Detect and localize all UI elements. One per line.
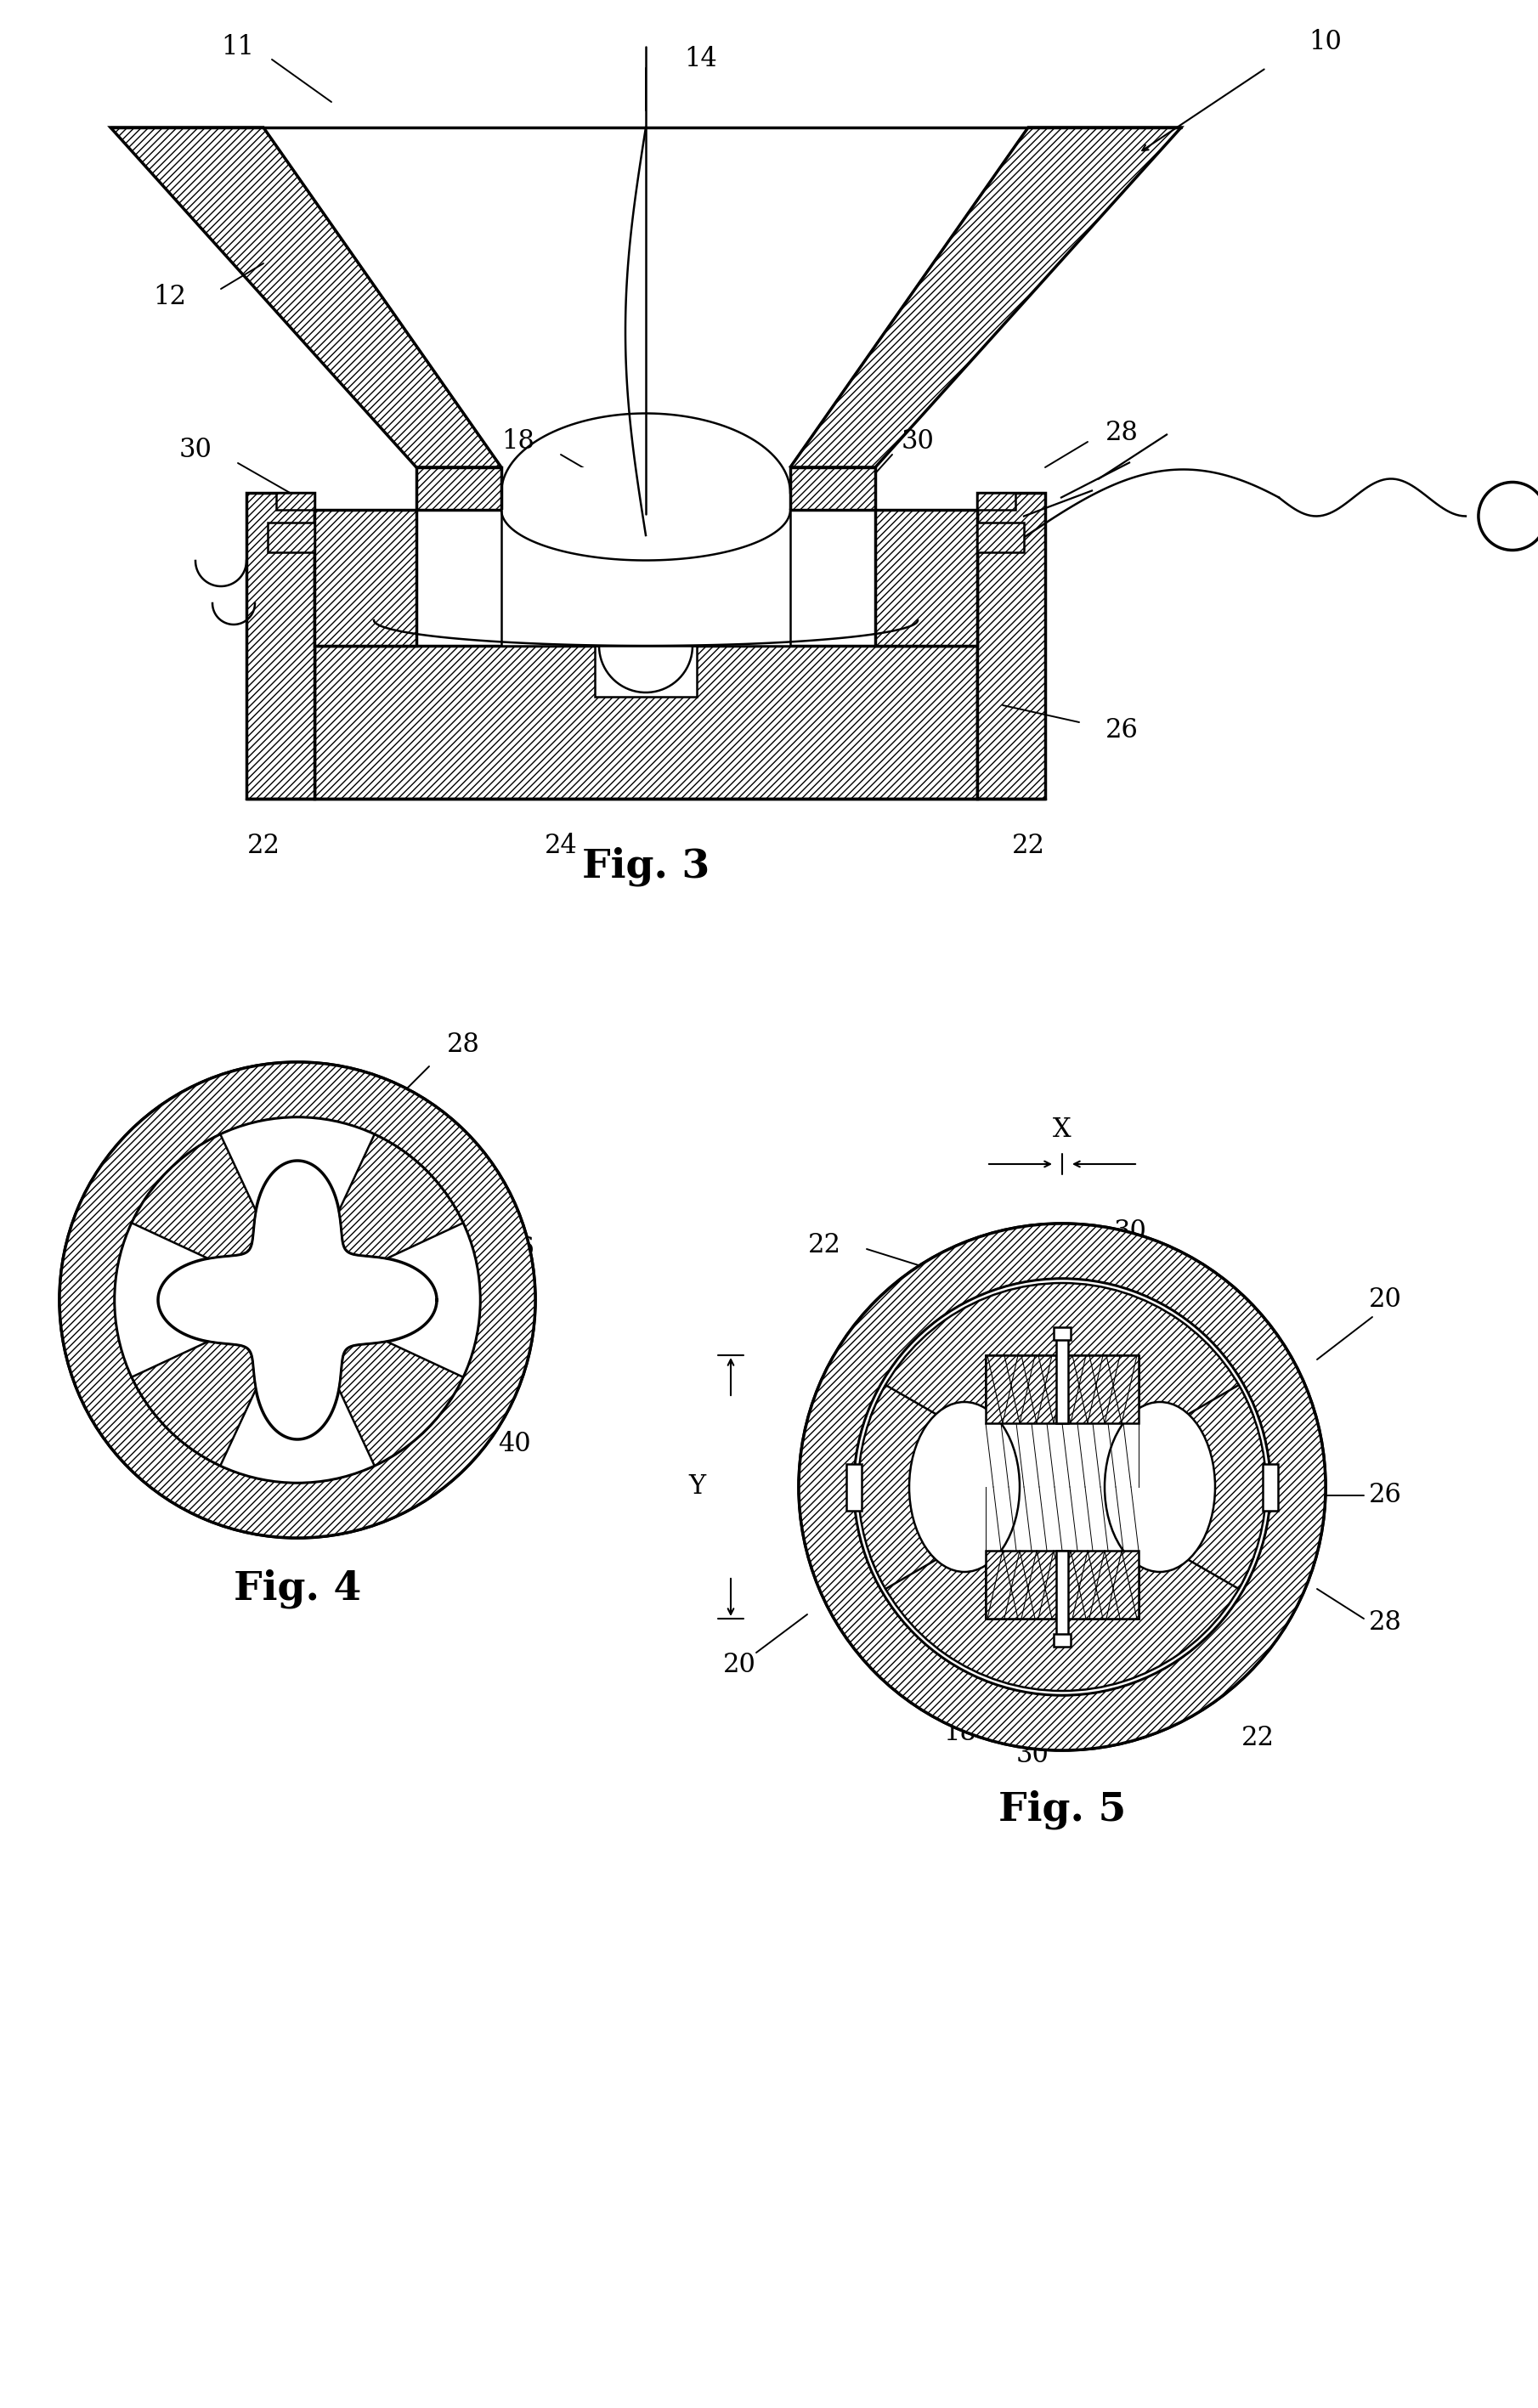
Polygon shape bbox=[875, 510, 977, 645]
Polygon shape bbox=[132, 1341, 255, 1466]
Polygon shape bbox=[1057, 1551, 1067, 1645]
Polygon shape bbox=[277, 494, 314, 510]
Polygon shape bbox=[314, 510, 417, 645]
Text: 30: 30 bbox=[1114, 1218, 1147, 1245]
Wedge shape bbox=[871, 1283, 1253, 1454]
Text: 16: 16 bbox=[706, 479, 738, 506]
Text: Fig. 5: Fig. 5 bbox=[998, 1789, 1126, 1830]
Text: 18: 18 bbox=[501, 429, 535, 455]
Polygon shape bbox=[977, 494, 1046, 799]
Wedge shape bbox=[798, 1223, 1326, 1751]
Text: 22: 22 bbox=[1241, 1724, 1273, 1751]
Text: 40: 40 bbox=[498, 1430, 531, 1457]
Text: 26: 26 bbox=[1369, 1483, 1401, 1507]
Polygon shape bbox=[132, 1134, 255, 1259]
Wedge shape bbox=[60, 1062, 535, 1539]
Polygon shape bbox=[846, 1464, 861, 1510]
Text: 28: 28 bbox=[1369, 1609, 1401, 1635]
Circle shape bbox=[854, 1279, 1270, 1695]
Text: 22: 22 bbox=[246, 833, 280, 860]
Polygon shape bbox=[1054, 1327, 1070, 1339]
Text: 28: 28 bbox=[1106, 419, 1138, 445]
Wedge shape bbox=[871, 1519, 1253, 1690]
Text: 20: 20 bbox=[1369, 1286, 1401, 1312]
Text: 30: 30 bbox=[901, 429, 934, 455]
Text: 30: 30 bbox=[178, 438, 212, 462]
Circle shape bbox=[798, 1223, 1326, 1751]
Text: 10: 10 bbox=[1309, 29, 1343, 55]
Text: Fig. 4: Fig. 4 bbox=[234, 1570, 361, 1609]
Polygon shape bbox=[986, 1356, 1138, 1618]
Polygon shape bbox=[1054, 1635, 1070, 1647]
Circle shape bbox=[115, 1117, 480, 1483]
Polygon shape bbox=[314, 645, 977, 799]
Text: X: X bbox=[1054, 1117, 1072, 1144]
Text: 20: 20 bbox=[723, 1652, 755, 1678]
Text: 26: 26 bbox=[1106, 718, 1138, 744]
Polygon shape bbox=[338, 1341, 463, 1466]
Text: 28: 28 bbox=[446, 1033, 480, 1057]
Text: Fig. 3: Fig. 3 bbox=[581, 848, 709, 886]
Ellipse shape bbox=[1104, 1401, 1215, 1572]
Text: 30: 30 bbox=[1017, 1741, 1049, 1767]
Polygon shape bbox=[977, 523, 1024, 551]
Polygon shape bbox=[986, 1356, 1138, 1423]
Text: 24: 24 bbox=[544, 833, 577, 860]
Polygon shape bbox=[791, 467, 875, 510]
Polygon shape bbox=[501, 510, 791, 645]
Polygon shape bbox=[1057, 1329, 1067, 1423]
Polygon shape bbox=[246, 494, 314, 799]
Polygon shape bbox=[791, 128, 1181, 467]
Text: 14: 14 bbox=[684, 46, 718, 72]
Polygon shape bbox=[600, 645, 692, 694]
Ellipse shape bbox=[969, 1394, 1155, 1580]
Polygon shape bbox=[595, 645, 697, 696]
Text: 11: 11 bbox=[221, 34, 254, 60]
Text: 18: 18 bbox=[944, 1719, 977, 1746]
Polygon shape bbox=[977, 494, 1015, 510]
Polygon shape bbox=[501, 467, 791, 510]
Text: 22: 22 bbox=[1012, 833, 1044, 860]
Wedge shape bbox=[858, 1385, 981, 1589]
Text: 12: 12 bbox=[154, 284, 186, 311]
Polygon shape bbox=[263, 128, 1029, 467]
Circle shape bbox=[1478, 482, 1538, 549]
Text: Y: Y bbox=[687, 1474, 706, 1500]
Polygon shape bbox=[268, 523, 314, 551]
Polygon shape bbox=[111, 128, 501, 467]
Polygon shape bbox=[158, 1161, 437, 1440]
Polygon shape bbox=[1263, 1464, 1278, 1510]
Polygon shape bbox=[417, 467, 501, 510]
Circle shape bbox=[60, 1062, 535, 1539]
Wedge shape bbox=[1143, 1385, 1266, 1589]
Polygon shape bbox=[986, 1551, 1138, 1618]
Polygon shape bbox=[338, 1134, 463, 1259]
Text: 22: 22 bbox=[807, 1230, 841, 1257]
Text: 26: 26 bbox=[501, 1235, 535, 1262]
Ellipse shape bbox=[909, 1401, 1020, 1572]
